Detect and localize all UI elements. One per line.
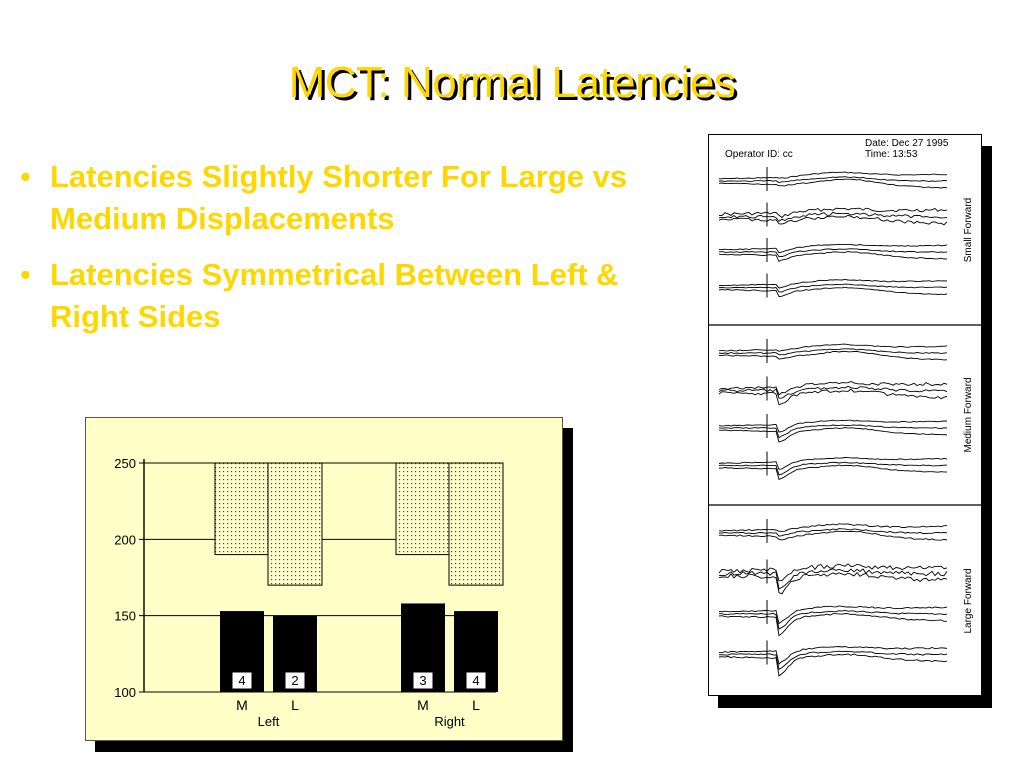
- trace-line: [718, 211, 948, 222]
- panel-label: Small Forward: [963, 198, 974, 262]
- panel-label: Large Forward: [963, 568, 974, 633]
- bar-count-label: 2: [291, 673, 298, 688]
- bullet-dot: •: [20, 257, 31, 292]
- trace-line: [718, 388, 948, 406]
- bullet-item: • Latencies Symmetrical Between Left & R…: [18, 254, 678, 338]
- y-tick-label: 200: [114, 532, 136, 547]
- trace-line: [718, 343, 948, 352]
- trace-line: [718, 571, 948, 595]
- trace-panel: Operator ID: cc Date: Dec 27 1995 Time: 13…: [708, 134, 983, 696]
- trace-line: [718, 348, 948, 356]
- trace-line: [718, 427, 948, 443]
- trace-line: [718, 176, 948, 183]
- trace-line: [718, 563, 948, 582]
- trace-line: [718, 461, 948, 476]
- bullet-text: Latencies Slightly Shorter For Large vs …: [50, 159, 628, 236]
- trace-line: [719, 609, 948, 630]
- trace-line: [718, 243, 948, 254]
- trace-line: [718, 530, 948, 541]
- bar-count-label: 4: [238, 673, 245, 688]
- bar-count-box: [465, 671, 487, 690]
- y-tick-label: 100: [114, 685, 136, 700]
- bar-count-box: [284, 671, 306, 690]
- normal-range-box: [267, 462, 323, 586]
- panel-label: Medium Forward: [963, 377, 974, 452]
- x-tick-label: M: [236, 697, 248, 713]
- y-tick-label: 150: [114, 609, 136, 624]
- trace-line: [718, 653, 948, 677]
- slide-title: MCT: Normal Latencies: [288, 58, 736, 107]
- trace-line: [718, 528, 948, 537]
- trace-line: [718, 568, 948, 590]
- bar-count-box: [231, 671, 253, 690]
- bullet-text: Latencies Symmetrical Between Left & Rig…: [50, 257, 619, 334]
- trace-line: [718, 613, 947, 637]
- trace-line: [718, 286, 948, 298]
- trace-line: [718, 385, 948, 399]
- date-label: Date: Dec 27 1995: [865, 138, 949, 149]
- trace-line: [718, 650, 948, 670]
- trace-line: [718, 278, 948, 289]
- bar-chart-panel: 250 200 150 100 4 2 3 4 M L M L Left Right: [85, 417, 563, 741]
- trace-line: [718, 464, 948, 481]
- trace-line: [719, 171, 948, 180]
- trace-line: [718, 178, 948, 189]
- trace-line: [718, 283, 948, 293]
- trace-line: [718, 248, 948, 258]
- trace-line: [718, 646, 948, 665]
- bar-count-label: 3: [419, 673, 426, 688]
- trace-line: [718, 251, 948, 262]
- x-tick-label: L: [291, 697, 299, 713]
- bar-chart-svg: 250 200 150 100 4 2 3 4 M L M L Left Right: [114, 456, 504, 729]
- trace-line: [718, 457, 948, 470]
- trace-line: [718, 207, 948, 219]
- x-tick-label: L: [472, 697, 480, 713]
- bar-count-label: 4: [472, 673, 479, 688]
- bullet-dot: •: [20, 159, 31, 194]
- trace-line: [718, 350, 948, 361]
- bullet-list: • Latencies Slightly Shorter For Large v…: [18, 156, 678, 352]
- x-tick-label: M: [417, 697, 429, 713]
- trace-line: [718, 424, 948, 439]
- normal-range-box: [395, 462, 451, 556]
- trace-line: [718, 605, 948, 625]
- y-tick-label: 250: [114, 456, 136, 471]
- normal-range-box: [214, 462, 270, 556]
- group-label: Right: [434, 714, 465, 729]
- trace-line: [718, 419, 947, 433]
- trace-line: [718, 381, 948, 396]
- normal-range-box: [448, 462, 504, 586]
- bar-count-box: [412, 671, 434, 690]
- bullet-item: • Latencies Slightly Shorter For Large v…: [18, 156, 678, 240]
- trace-line: [718, 523, 947, 532]
- time-label: Time: 13:53: [865, 149, 918, 160]
- trace-line: [718, 214, 948, 226]
- group-label: Left: [258, 714, 280, 729]
- operator-label: Operator ID: cc: [725, 149, 793, 160]
